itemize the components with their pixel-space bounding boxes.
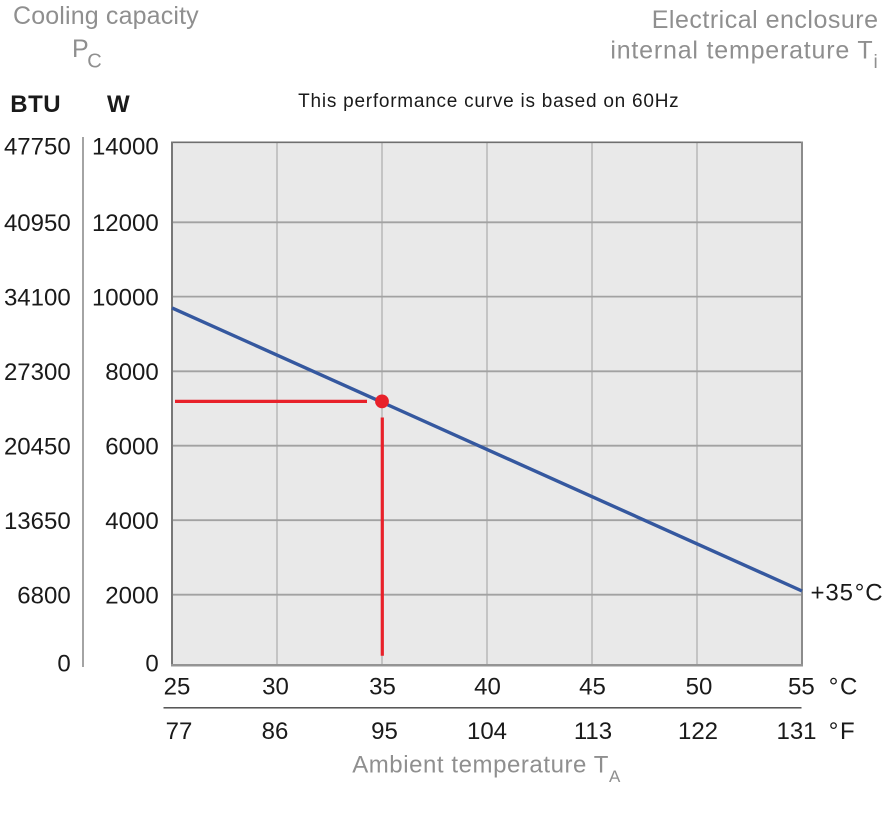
svg-text:This performance curve is base: This performance curve is based on 60Hz [298,91,679,112]
svg-text:95: 95 [371,718,398,745]
svg-text:14000: 14000 [92,133,159,160]
svg-text:55: 55 [788,673,815,700]
svg-text:34100: 34100 [4,284,71,311]
svg-text:27300: 27300 [4,359,71,386]
svg-text:Electrical enclosure: Electrical enclosure [652,6,879,34]
svg-text:W: W [107,91,130,118]
svg-text:104: 104 [467,718,507,745]
svg-text:40: 40 [474,673,501,700]
svg-text:131: 131 [776,718,816,745]
svg-text:C: C [87,50,101,72]
svg-text:°F: °F [829,718,856,745]
svg-text:+35°C: +35°C [811,579,884,606]
svg-text:internal temperature Ti: internal temperature Ti [610,37,878,73]
svg-text:BTU: BTU [10,91,61,118]
svg-text:8000: 8000 [105,359,158,386]
svg-text:47750: 47750 [4,133,71,160]
svg-text:10000: 10000 [92,284,159,311]
svg-text:°C: °C [829,673,859,700]
svg-text:45: 45 [579,673,606,700]
svg-text:122: 122 [678,718,718,745]
svg-text:P: P [72,35,89,63]
svg-text:Ambient temperature TA: Ambient temperature TA [352,752,621,786]
svg-text:12000: 12000 [92,210,159,237]
svg-text:50: 50 [686,673,713,700]
svg-text:0: 0 [145,651,158,678]
svg-text:Cooling capacity: Cooling capacity [13,2,199,30]
svg-text:86: 86 [262,718,289,745]
svg-text:40950: 40950 [4,210,71,237]
svg-text:20450: 20450 [4,433,71,460]
svg-text:4000: 4000 [105,508,158,535]
svg-text:30: 30 [262,673,289,700]
svg-text:0: 0 [57,651,70,678]
svg-text:35: 35 [369,673,396,700]
svg-text:77: 77 [166,718,193,745]
svg-text:25: 25 [164,673,191,700]
svg-text:13650: 13650 [4,508,71,535]
svg-text:6800: 6800 [17,582,70,609]
svg-text:6000: 6000 [105,433,158,460]
svg-text:113: 113 [574,718,612,745]
svg-text:2000: 2000 [105,582,158,609]
